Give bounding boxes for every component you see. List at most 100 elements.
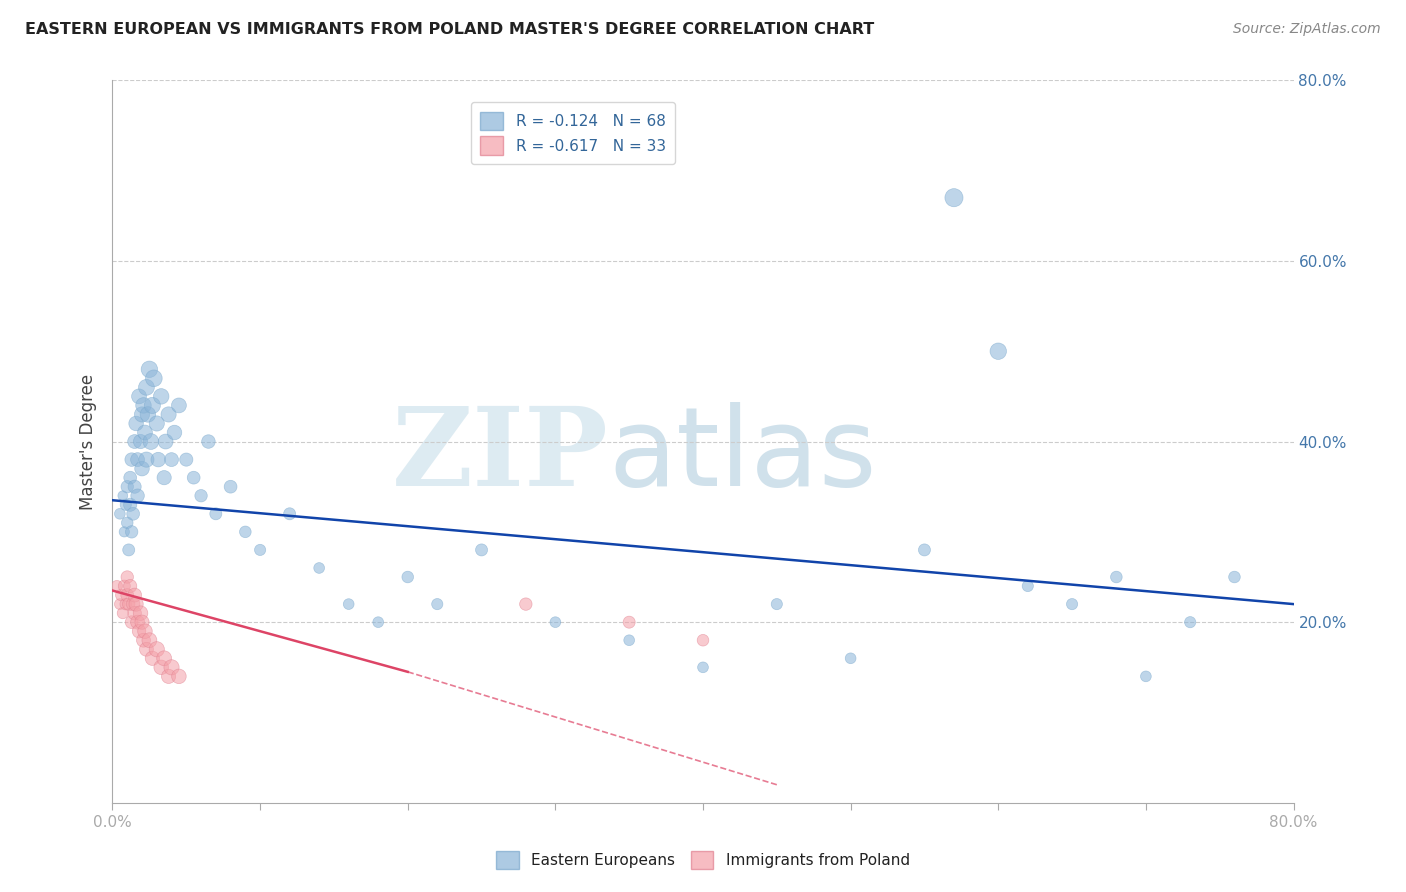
Point (470, 542, 494, 557)
Point (121, 524, 143, 539)
Point (118, 542, 141, 557)
Point (117, 588, 138, 602)
Point (174, 452, 197, 467)
Point (148, 452, 170, 467)
Point (127, 489, 149, 503)
Point (367, 615, 389, 630)
Point (157, 408, 180, 422)
Point (146, 417, 169, 431)
Point (1178, 615, 1201, 630)
Point (278, 507, 301, 521)
Point (125, 417, 148, 431)
Point (139, 434, 162, 449)
Point (1017, 579, 1039, 593)
Point (1062, 597, 1084, 611)
Point (134, 425, 156, 440)
Point (127, 615, 149, 630)
Point (129, 434, 152, 449)
Point (129, 606, 152, 620)
Point (426, 597, 449, 611)
Point (138, 633, 160, 648)
Point (112, 524, 135, 539)
Point (117, 480, 138, 494)
Point (114, 498, 136, 512)
Point (105, 579, 128, 593)
Point (692, 633, 714, 648)
Point (160, 452, 183, 467)
Point (111, 606, 134, 620)
Point (124, 588, 146, 602)
Point (249, 542, 271, 557)
Point (150, 660, 173, 674)
Point (155, 434, 177, 449)
Point (150, 389, 173, 403)
Point (619, 633, 641, 648)
Point (197, 434, 219, 449)
Point (132, 398, 155, 412)
Point (135, 380, 157, 394)
Point (219, 480, 242, 494)
Point (544, 615, 567, 630)
Point (190, 489, 212, 503)
Point (157, 669, 180, 683)
Point (122, 507, 145, 521)
Point (183, 471, 205, 485)
Point (138, 362, 160, 376)
Point (108, 597, 131, 611)
Legend: R = -0.124   N = 68, R = -0.617   N = 33: R = -0.124 N = 68, R = -0.617 N = 33 (471, 103, 675, 164)
Point (337, 597, 360, 611)
Point (141, 651, 163, 665)
Point (128, 389, 150, 403)
Point (942, 191, 965, 205)
Point (112, 579, 135, 593)
Point (117, 516, 138, 530)
Point (163, 425, 186, 440)
Point (120, 498, 142, 512)
Point (131, 615, 153, 630)
Point (127, 452, 149, 467)
Y-axis label: Master's Degree: Master's Degree (79, 374, 97, 509)
Point (692, 660, 714, 674)
Point (1105, 570, 1128, 584)
Point (110, 588, 132, 602)
Point (153, 651, 176, 665)
Point (132, 633, 155, 648)
Point (766, 597, 789, 611)
Point (233, 524, 256, 539)
Point (135, 452, 157, 467)
Point (114, 597, 136, 611)
Point (153, 471, 176, 485)
Point (136, 408, 159, 422)
Point (141, 398, 163, 412)
Point (1223, 570, 1246, 584)
Point (308, 561, 330, 575)
Point (108, 507, 131, 521)
Point (122, 597, 145, 611)
Point (515, 597, 537, 611)
Point (124, 606, 146, 620)
Point (396, 570, 419, 584)
Point (1135, 669, 1157, 683)
Point (125, 597, 148, 611)
Point (124, 434, 146, 449)
Point (120, 471, 142, 485)
Text: atlas: atlas (609, 402, 877, 509)
Point (839, 651, 862, 665)
Point (167, 398, 190, 412)
Point (135, 642, 157, 657)
Text: Source: ZipAtlas.com: Source: ZipAtlas.com (1233, 22, 1381, 37)
Text: ZIP: ZIP (392, 402, 609, 509)
Legend: Eastern Europeans, Immigrants from Poland: Eastern Europeans, Immigrants from Polan… (491, 845, 915, 875)
Point (120, 579, 142, 593)
Point (131, 461, 153, 475)
Point (205, 507, 228, 521)
Point (131, 408, 153, 422)
Point (142, 371, 165, 385)
Point (124, 480, 146, 494)
Point (619, 615, 641, 630)
Point (914, 542, 936, 557)
Point (121, 452, 143, 467)
Point (117, 570, 138, 584)
Point (987, 344, 1010, 359)
Point (121, 615, 143, 630)
